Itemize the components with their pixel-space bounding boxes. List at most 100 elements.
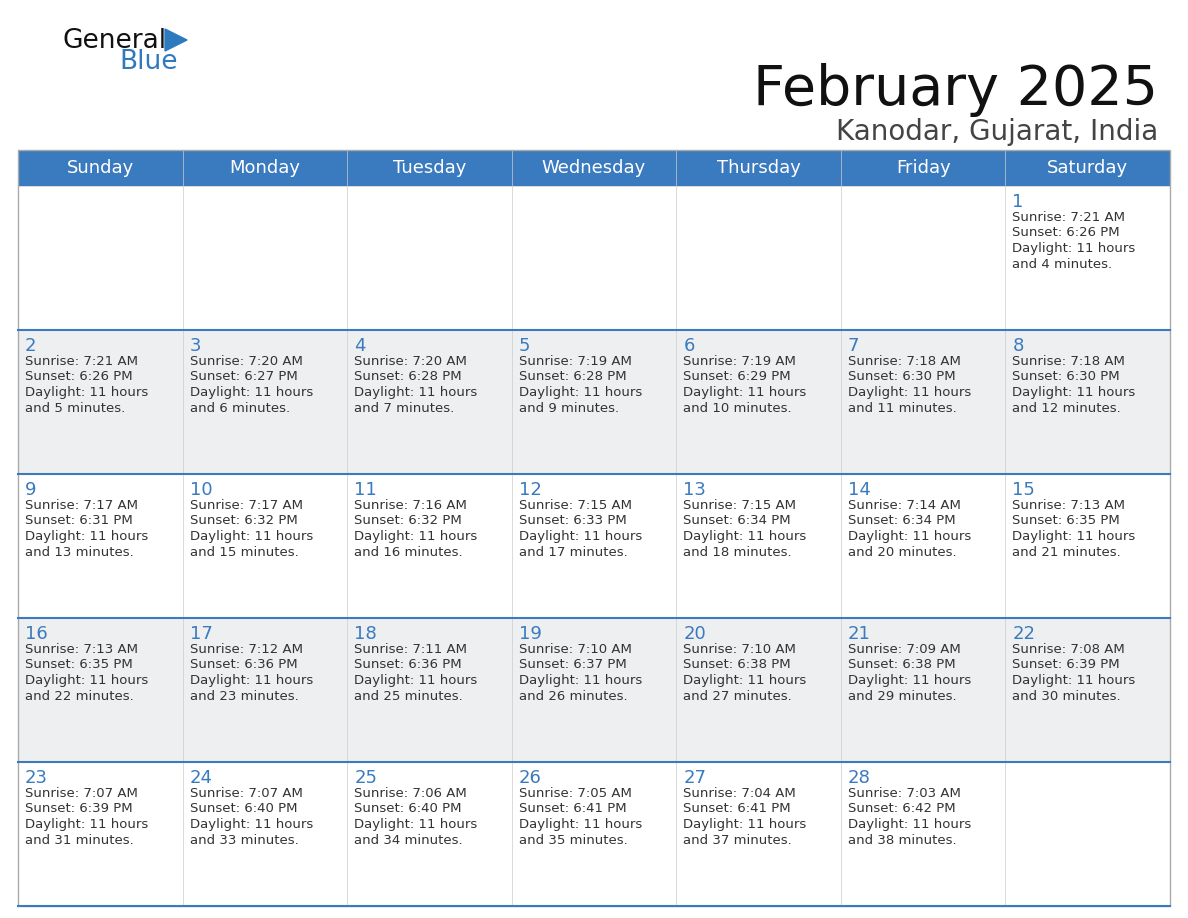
Text: Sunset: 6:28 PM: Sunset: 6:28 PM: [354, 371, 462, 384]
Text: Daylight: 11 hours: Daylight: 11 hours: [848, 818, 971, 831]
Text: Sunrise: 7:21 AM: Sunrise: 7:21 AM: [1012, 211, 1125, 224]
Text: Daylight: 11 hours: Daylight: 11 hours: [683, 530, 807, 543]
Text: 3: 3: [190, 337, 201, 355]
Text: Daylight: 11 hours: Daylight: 11 hours: [354, 818, 478, 831]
Text: Sunrise: 7:10 AM: Sunrise: 7:10 AM: [519, 643, 632, 656]
Text: Sunset: 6:33 PM: Sunset: 6:33 PM: [519, 514, 626, 528]
Text: Sunrise: 7:07 AM: Sunrise: 7:07 AM: [190, 787, 303, 800]
Text: 24: 24: [190, 769, 213, 787]
Text: Sunrise: 7:17 AM: Sunrise: 7:17 AM: [190, 499, 303, 512]
Text: 12: 12: [519, 481, 542, 499]
Text: and 17 minutes.: and 17 minutes.: [519, 545, 627, 558]
Text: and 7 minutes.: and 7 minutes.: [354, 401, 454, 415]
Text: Sunset: 6:36 PM: Sunset: 6:36 PM: [354, 658, 462, 671]
Text: Daylight: 11 hours: Daylight: 11 hours: [683, 818, 807, 831]
Text: and 6 minutes.: and 6 minutes.: [190, 401, 290, 415]
Text: 25: 25: [354, 769, 377, 787]
Text: Daylight: 11 hours: Daylight: 11 hours: [683, 674, 807, 687]
Text: Sunrise: 7:14 AM: Sunrise: 7:14 AM: [848, 499, 961, 512]
Text: Sunrise: 7:21 AM: Sunrise: 7:21 AM: [25, 355, 138, 368]
Text: Daylight: 11 hours: Daylight: 11 hours: [25, 674, 148, 687]
Text: Sunset: 6:37 PM: Sunset: 6:37 PM: [519, 658, 626, 671]
Text: Daylight: 11 hours: Daylight: 11 hours: [848, 530, 971, 543]
Text: 22: 22: [1012, 625, 1036, 643]
Text: Sunset: 6:41 PM: Sunset: 6:41 PM: [683, 802, 791, 815]
Text: Daylight: 11 hours: Daylight: 11 hours: [1012, 386, 1136, 399]
Text: Daylight: 11 hours: Daylight: 11 hours: [190, 386, 312, 399]
Text: and 22 minutes.: and 22 minutes.: [25, 689, 134, 702]
Text: 8: 8: [1012, 337, 1024, 355]
Text: Daylight: 11 hours: Daylight: 11 hours: [354, 674, 478, 687]
Text: Sunset: 6:32 PM: Sunset: 6:32 PM: [190, 514, 297, 528]
Text: and 21 minutes.: and 21 minutes.: [1012, 545, 1121, 558]
Text: Friday: Friday: [896, 159, 950, 177]
Text: Sunrise: 7:13 AM: Sunrise: 7:13 AM: [25, 643, 138, 656]
Text: Sunrise: 7:19 AM: Sunrise: 7:19 AM: [519, 355, 632, 368]
Text: and 38 minutes.: and 38 minutes.: [848, 834, 956, 846]
Text: Sunrise: 7:11 AM: Sunrise: 7:11 AM: [354, 643, 467, 656]
Text: 1: 1: [1012, 193, 1024, 211]
Text: Sunset: 6:31 PM: Sunset: 6:31 PM: [25, 514, 133, 528]
Text: Sunset: 6:27 PM: Sunset: 6:27 PM: [190, 371, 297, 384]
Text: Sunset: 6:29 PM: Sunset: 6:29 PM: [683, 371, 791, 384]
Text: Daylight: 11 hours: Daylight: 11 hours: [25, 386, 148, 399]
Text: and 37 minutes.: and 37 minutes.: [683, 834, 792, 846]
Text: 16: 16: [25, 625, 48, 643]
Text: 20: 20: [683, 625, 706, 643]
Text: and 20 minutes.: and 20 minutes.: [848, 545, 956, 558]
Text: Sunset: 6:36 PM: Sunset: 6:36 PM: [190, 658, 297, 671]
Text: Daylight: 11 hours: Daylight: 11 hours: [683, 386, 807, 399]
Text: Sunrise: 7:06 AM: Sunrise: 7:06 AM: [354, 787, 467, 800]
Text: Daylight: 11 hours: Daylight: 11 hours: [1012, 674, 1136, 687]
Text: Sunset: 6:30 PM: Sunset: 6:30 PM: [848, 371, 955, 384]
Text: and 16 minutes.: and 16 minutes.: [354, 545, 463, 558]
Text: Sunset: 6:38 PM: Sunset: 6:38 PM: [848, 658, 955, 671]
Text: Daylight: 11 hours: Daylight: 11 hours: [848, 386, 971, 399]
Text: and 12 minutes.: and 12 minutes.: [1012, 401, 1121, 415]
Text: Daylight: 11 hours: Daylight: 11 hours: [519, 818, 642, 831]
Text: 4: 4: [354, 337, 366, 355]
Text: 23: 23: [25, 769, 48, 787]
Text: Monday: Monday: [229, 159, 301, 177]
Text: Sunset: 6:42 PM: Sunset: 6:42 PM: [848, 802, 955, 815]
Text: Sunset: 6:35 PM: Sunset: 6:35 PM: [1012, 514, 1120, 528]
Text: Daylight: 11 hours: Daylight: 11 hours: [190, 530, 312, 543]
Text: Daylight: 11 hours: Daylight: 11 hours: [190, 818, 312, 831]
Text: 13: 13: [683, 481, 706, 499]
Text: Daylight: 11 hours: Daylight: 11 hours: [25, 530, 148, 543]
Text: and 4 minutes.: and 4 minutes.: [1012, 258, 1112, 271]
Text: and 5 minutes.: and 5 minutes.: [25, 401, 125, 415]
Text: Sunrise: 7:18 AM: Sunrise: 7:18 AM: [1012, 355, 1125, 368]
Text: Tuesday: Tuesday: [393, 159, 466, 177]
Text: and 15 minutes.: and 15 minutes.: [190, 545, 298, 558]
Text: 26: 26: [519, 769, 542, 787]
Text: and 31 minutes.: and 31 minutes.: [25, 834, 134, 846]
Text: 15: 15: [1012, 481, 1035, 499]
Text: Daylight: 11 hours: Daylight: 11 hours: [25, 818, 148, 831]
Text: Sunrise: 7:07 AM: Sunrise: 7:07 AM: [25, 787, 138, 800]
Text: Daylight: 11 hours: Daylight: 11 hours: [519, 530, 642, 543]
Polygon shape: [165, 29, 187, 51]
Text: Sunset: 6:38 PM: Sunset: 6:38 PM: [683, 658, 791, 671]
Text: 11: 11: [354, 481, 377, 499]
Text: and 34 minutes.: and 34 minutes.: [354, 834, 463, 846]
Text: Saturday: Saturday: [1047, 159, 1129, 177]
Bar: [18, 330, 1170, 474]
Text: Daylight: 11 hours: Daylight: 11 hours: [190, 674, 312, 687]
Text: 9: 9: [25, 481, 37, 499]
Text: Sunrise: 7:18 AM: Sunrise: 7:18 AM: [848, 355, 961, 368]
Text: and 25 minutes.: and 25 minutes.: [354, 689, 463, 702]
Text: and 11 minutes.: and 11 minutes.: [848, 401, 956, 415]
Bar: [18, 150, 1170, 186]
Text: 18: 18: [354, 625, 377, 643]
Text: Daylight: 11 hours: Daylight: 11 hours: [1012, 530, 1136, 543]
Text: and 29 minutes.: and 29 minutes.: [848, 689, 956, 702]
Text: 10: 10: [190, 481, 213, 499]
Text: 7: 7: [848, 337, 859, 355]
Text: Sunrise: 7:03 AM: Sunrise: 7:03 AM: [848, 787, 961, 800]
Text: and 23 minutes.: and 23 minutes.: [190, 689, 298, 702]
Text: Sunset: 6:34 PM: Sunset: 6:34 PM: [848, 514, 955, 528]
Text: Sunset: 6:39 PM: Sunset: 6:39 PM: [1012, 658, 1120, 671]
Text: Sunset: 6:32 PM: Sunset: 6:32 PM: [354, 514, 462, 528]
Text: Daylight: 11 hours: Daylight: 11 hours: [519, 674, 642, 687]
